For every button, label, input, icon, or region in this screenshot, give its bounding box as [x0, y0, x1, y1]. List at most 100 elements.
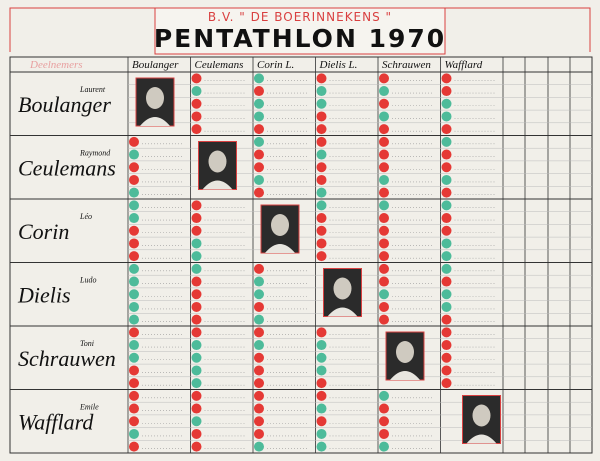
column-header: Boulanger [132, 59, 179, 71]
result-dot [129, 289, 139, 300]
result-dot [129, 378, 139, 389]
result-dot [441, 301, 452, 312]
result-dot [379, 390, 389, 401]
result-dot [379, 149, 389, 160]
result-dot [254, 86, 264, 97]
result-dot [379, 124, 389, 135]
result-dot [379, 251, 389, 262]
result-dot [191, 98, 202, 109]
result-dot [254, 327, 264, 338]
result-dot [316, 365, 327, 376]
result-dot [254, 314, 264, 325]
result-dot [191, 428, 202, 439]
result-dot [316, 149, 327, 160]
result-dot [129, 162, 139, 173]
score-table: Deelnemers Boulanger Ceulemans Corin L. Diel… [9, 56, 593, 454]
column-header: Corin L. [257, 59, 294, 71]
player-surname: Schrauwen [18, 346, 116, 371]
result-dot [316, 416, 327, 427]
name-header: Deelnemers [29, 59, 83, 71]
player-surname: Ceulemans [18, 156, 116, 181]
result-dot [316, 86, 327, 97]
result-dot [191, 263, 202, 274]
result-dot [379, 162, 389, 173]
result-dot [254, 365, 264, 376]
result-dot [191, 416, 202, 427]
result-dot [191, 276, 202, 287]
result-dot [129, 365, 139, 376]
result-dot [191, 73, 202, 84]
result-dot [379, 441, 389, 452]
result-dot [129, 149, 139, 160]
result-dot [441, 378, 452, 389]
result-dot [441, 162, 452, 173]
result-dot [441, 225, 452, 236]
result-dot [379, 428, 389, 439]
photo-shirt [140, 117, 170, 126]
result-dot [379, 263, 389, 274]
result-dot [129, 403, 139, 414]
result-dot [129, 213, 139, 224]
result-dot [129, 327, 139, 338]
result-dot [441, 136, 452, 147]
result-dot [379, 111, 389, 122]
result-dot [316, 390, 327, 401]
result-dot [379, 174, 389, 185]
result-dot [441, 73, 452, 84]
result-dot [129, 314, 139, 325]
result-dot [191, 213, 202, 224]
result-dot [129, 301, 139, 312]
result-dot [316, 238, 327, 249]
result-dot [379, 98, 389, 109]
title-box [154, 7, 446, 55]
result-dot [191, 200, 202, 211]
result-dot [191, 340, 202, 351]
photo-face [271, 214, 289, 236]
result-dot [441, 238, 452, 249]
result-dot [254, 416, 264, 427]
photo-face [208, 150, 227, 173]
result-dot [316, 174, 327, 185]
result-dot [191, 124, 202, 135]
photo-face [472, 404, 491, 427]
result-dot [441, 340, 452, 351]
column-header: Schrauwen [382, 59, 431, 71]
result-dot [316, 428, 327, 439]
result-dot [379, 289, 389, 300]
result-dot [191, 301, 202, 312]
result-dot [316, 340, 327, 351]
result-dot [379, 213, 389, 224]
result-dot [254, 187, 264, 198]
result-dot [379, 276, 389, 287]
result-dot [441, 365, 452, 376]
player-surname: Boulanger [18, 92, 111, 117]
photo-shirt [265, 244, 295, 253]
player-firstname: Laurent [79, 85, 106, 94]
result-dot [254, 428, 264, 439]
result-dot [379, 238, 389, 249]
result-dot [316, 213, 327, 224]
result-dot [316, 327, 327, 338]
result-dot [191, 314, 202, 325]
result-dot [191, 238, 202, 249]
result-dot [316, 187, 327, 198]
result-dot [191, 352, 202, 363]
result-dot [316, 98, 327, 109]
result-dot [254, 352, 264, 363]
result-dot [191, 441, 202, 452]
result-dot [254, 73, 264, 84]
result-dot [441, 352, 452, 363]
result-dot [254, 378, 264, 389]
result-dot [129, 441, 139, 452]
result-dot [316, 403, 327, 414]
club-name: B.V. " DE BOERINNEKENS " [208, 10, 392, 24]
table-border [9, 56, 593, 454]
result-dot [129, 416, 139, 427]
result-dot [441, 86, 452, 97]
result-dot [254, 174, 264, 185]
result-dot [254, 289, 264, 300]
result-dot [254, 136, 264, 147]
result-dot [129, 251, 139, 262]
